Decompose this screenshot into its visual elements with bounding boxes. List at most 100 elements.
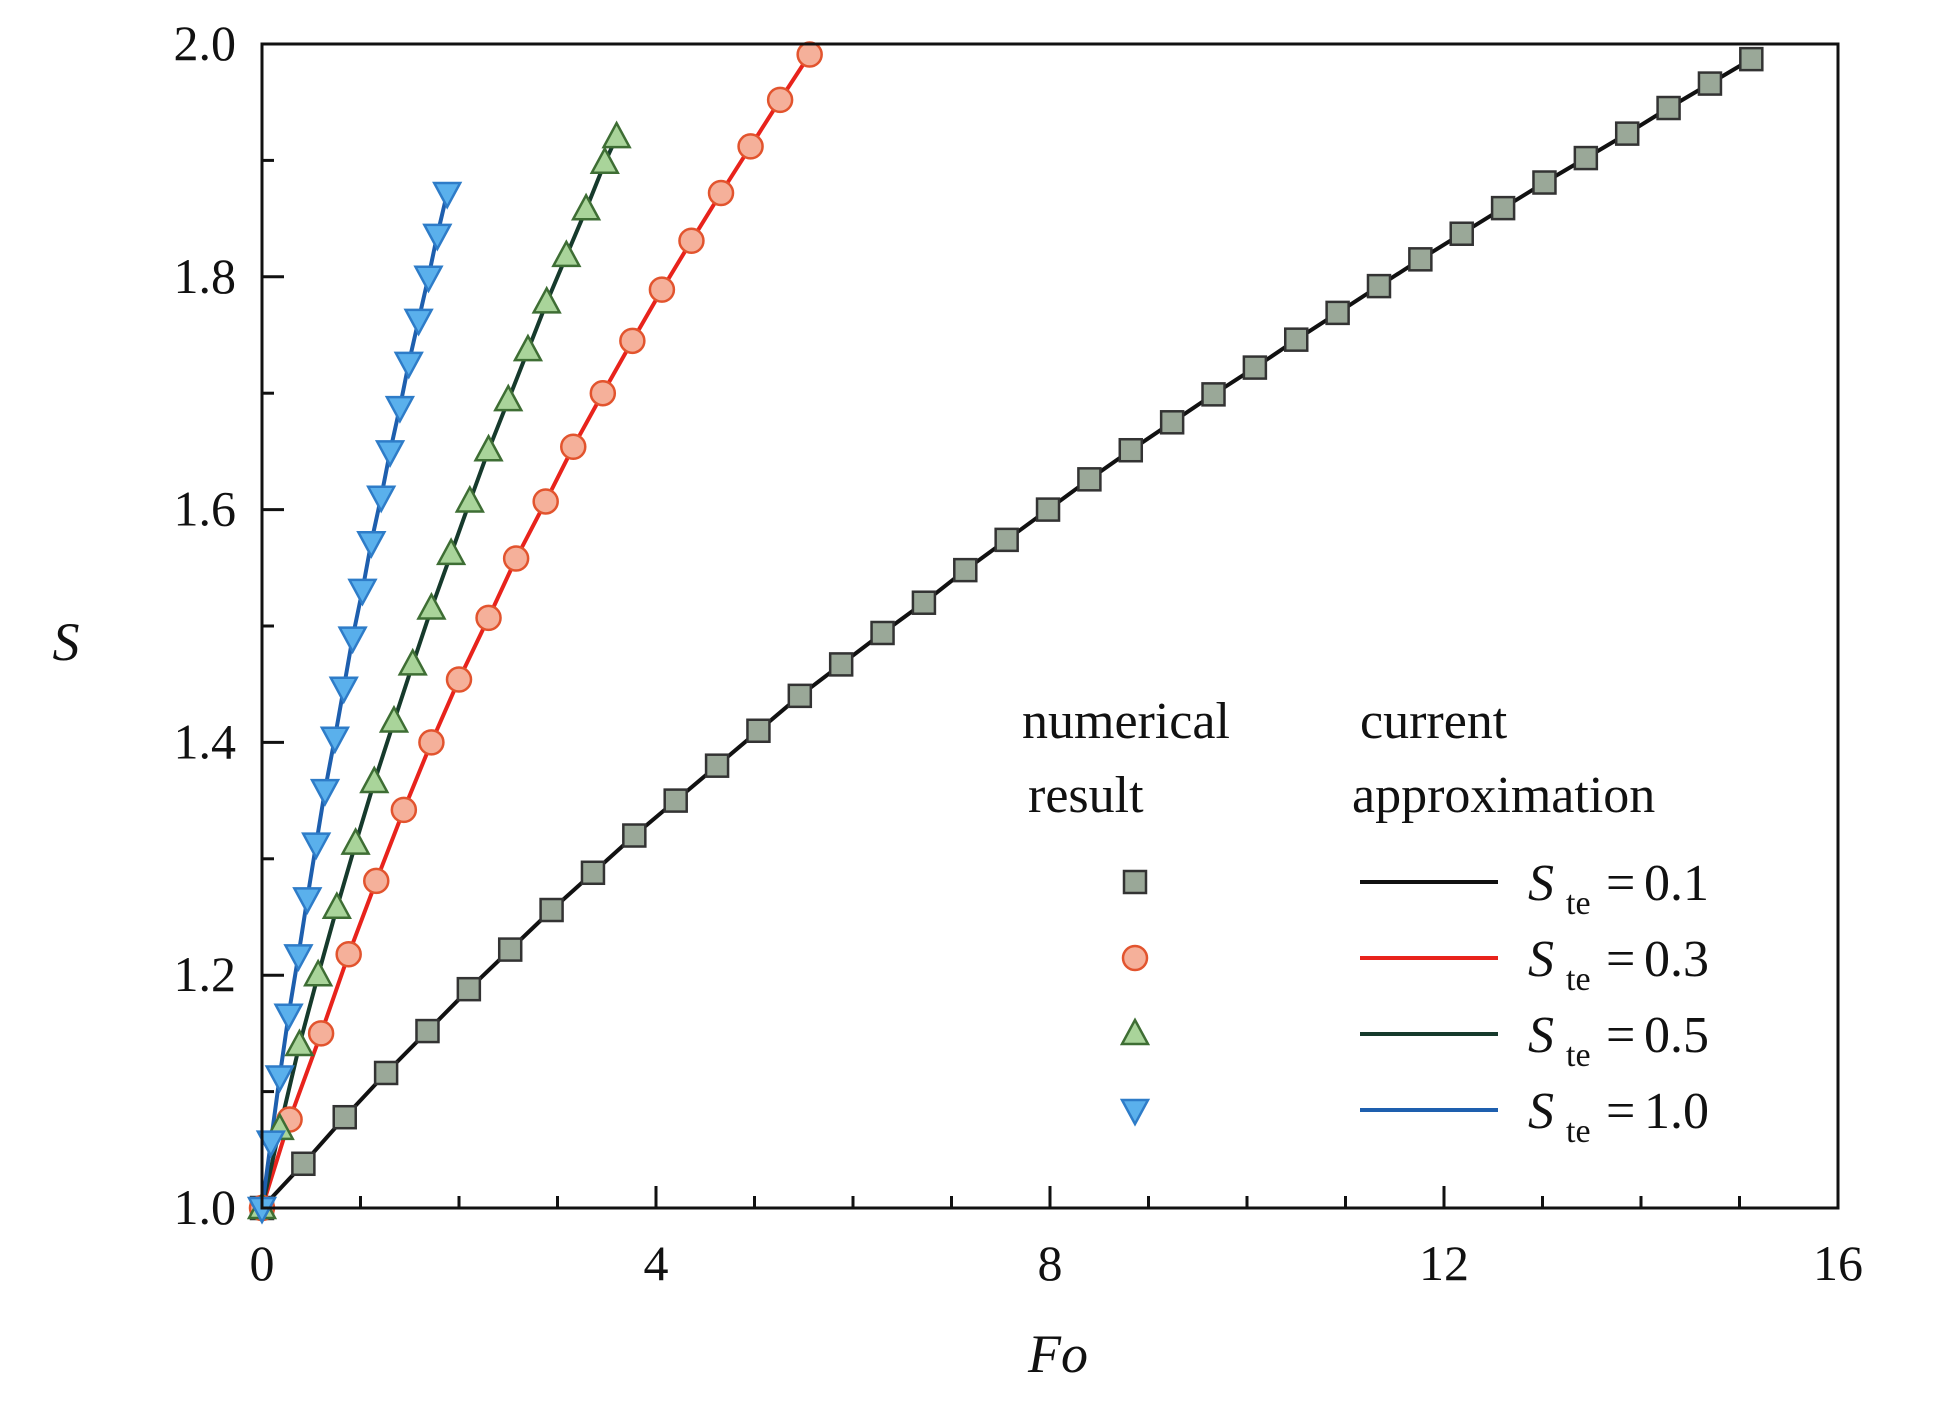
data-point-ste-0_5 [473, 433, 504, 462]
data-point-ste-0_1 [663, 788, 688, 813]
data-point-ste-0_3 [589, 379, 617, 407]
data-point-ste-1_0 [255, 1130, 286, 1159]
data-point-ste-0_5 [303, 958, 334, 987]
data-point-ste-0_1 [704, 753, 730, 778]
data-point-ste-0_1 [1656, 95, 1681, 121]
legend-header-result: result [1028, 767, 1144, 824]
x-tick-label: 16 [1813, 1235, 1863, 1291]
data-point-ste-0_1 [291, 1151, 316, 1177]
data-point-ste-0_5 [531, 285, 562, 314]
legend-subscript: te [1566, 961, 1591, 998]
legend-header-current: current [1360, 693, 1508, 750]
data-point-ste-0_1 [1739, 46, 1764, 72]
data-point-ste-0_1 [787, 683, 813, 709]
data-point-ste-1_0 [273, 1003, 304, 1032]
series-markers [246, 41, 1764, 1225]
data-point-ste-0_1 [539, 897, 564, 923]
data-point-ste-0_1 [870, 620, 895, 646]
data-point-ste-0_5 [493, 383, 524, 412]
data-point-ste-0_1 [1077, 467, 1102, 492]
data-point-ste-1_0 [264, 1065, 295, 1094]
data-point-ste-0_1 [911, 590, 937, 615]
data-point-ste-0_1 [1242, 355, 1268, 380]
data-point-ste-0_1 [332, 1104, 357, 1130]
data-point-ste-0_3 [766, 86, 794, 114]
data-point-ste-0_1 [1532, 170, 1557, 195]
data-point-ste-1_0 [309, 778, 341, 807]
data-point-ste-1_0 [384, 395, 415, 424]
legend-symbol: S [1528, 1007, 1554, 1064]
data-point-ste-0_3 [648, 276, 676, 303]
legend-value-ste-1_0: 1.0 [1644, 1083, 1709, 1140]
data-point-ste-1_0 [422, 223, 453, 252]
x-tick-label: 8 [1038, 1235, 1063, 1291]
legend-equals: = [1606, 931, 1635, 988]
legend-marker-ste-1_0 [1119, 1098, 1151, 1127]
data-point-ste-1_0 [374, 440, 406, 469]
legend-symbol: S [1528, 855, 1554, 912]
data-point-ste-0_1 [1490, 195, 1516, 221]
data-point-ste-0_1 [1035, 497, 1061, 522]
data-point-ste-0_3 [532, 488, 559, 515]
data-point-ste-0_5 [340, 827, 371, 855]
data-point-ste-0_1 [1118, 437, 1144, 463]
data-point-ste-0_1 [1284, 327, 1309, 352]
data-point-ste-0_1 [1573, 145, 1599, 171]
data-point-ste-0_1 [580, 860, 606, 886]
data-point-ste-0_1 [1614, 121, 1640, 146]
data-point-ste-1_0 [393, 351, 424, 380]
data-point-ste-0_3 [475, 604, 502, 632]
y-axis: 1.0 1.2 1.4 1.6 1.8 2.0 [174, 15, 284, 1235]
data-point-ste-0_3 [737, 133, 764, 160]
data-point-ste-0_1 [1408, 247, 1433, 272]
legend-marker-ste-0_1 [1122, 869, 1148, 895]
data-point-ste-0_1 [1366, 273, 1392, 299]
data-point-ste-1_0 [301, 832, 332, 861]
data-point-ste-0_3 [707, 179, 735, 207]
data-point-ste-0_1 [1449, 221, 1474, 246]
legend-equals: = [1606, 855, 1635, 912]
data-point-ste-0_3 [335, 940, 362, 968]
data-point-ste-0_3 [390, 796, 418, 824]
y-tick-label: 1.8 [174, 248, 237, 304]
y-tick-label: 1.0 [174, 1179, 237, 1235]
data-point-ste-0_1 [622, 823, 647, 848]
x-axis-title: Fo [1027, 1324, 1088, 1384]
data-point-ste-0_1 [497, 937, 523, 962]
data-point-ste-0_5 [416, 591, 447, 620]
data-point-ste-0_1 [456, 976, 482, 1002]
data-point-ste-0_5 [601, 120, 632, 149]
x-axis: 0 4 8 12 16 [250, 1186, 1863, 1291]
y-tick-label: 1.6 [174, 481, 237, 537]
legend-subscript: te [1566, 885, 1591, 922]
data-point-ste-1_0 [366, 485, 397, 514]
data-point-ste-0_5 [512, 333, 544, 362]
data-point-ste-0_5 [284, 1028, 315, 1057]
x-tick-label: 4 [644, 1235, 669, 1291]
y-tick-label: 1.4 [174, 713, 237, 769]
data-point-ste-1_0 [347, 578, 378, 607]
data-point-ste-1_0 [319, 726, 350, 755]
legend-subscript: te [1566, 1113, 1591, 1150]
data-point-ste-0_5 [397, 647, 428, 676]
legend-header-approximation: approximation [1352, 767, 1655, 824]
data-point-ste-0_1 [1325, 300, 1350, 326]
data-point-ste-1_0 [432, 181, 463, 210]
data-point-ste-0_3 [307, 1020, 335, 1047]
x-tick-label: 12 [1419, 1235, 1469, 1291]
legend-equals: = [1606, 1083, 1635, 1140]
legend-marker-ste-0_3 [1121, 944, 1149, 972]
data-point-ste-1_0 [292, 887, 323, 916]
data-point-ste-0_5 [436, 537, 467, 566]
data-point-ste-1_0 [283, 944, 314, 973]
y-axis-title: S [53, 612, 80, 672]
data-point-ste-0_3 [502, 545, 530, 572]
y-tick-label: 1.2 [174, 946, 237, 1002]
data-point-ste-0_5 [454, 484, 485, 513]
data-point-ste-0_3 [445, 666, 473, 693]
data-point-ste-0_5 [589, 146, 620, 174]
legend-symbol: S [1528, 1083, 1554, 1140]
legend-marker-ste-0_5 [1119, 1017, 1151, 1046]
legend-value-ste-0_5: 0.5 [1644, 1007, 1709, 1064]
